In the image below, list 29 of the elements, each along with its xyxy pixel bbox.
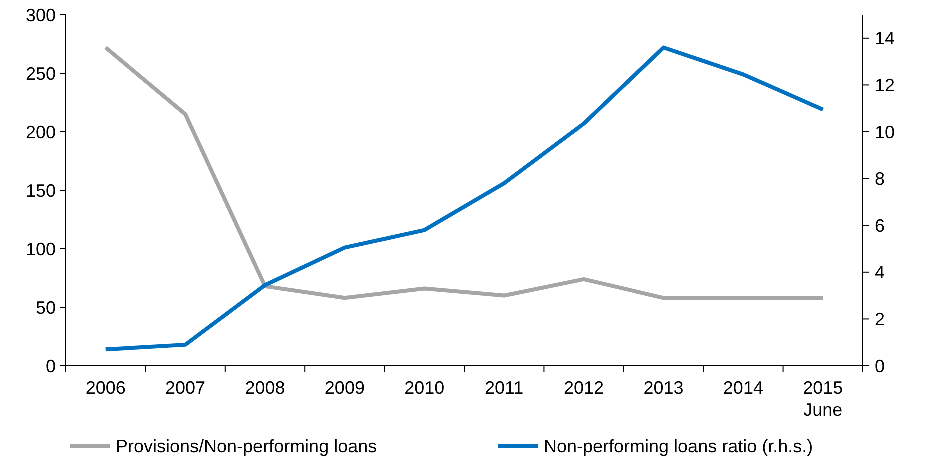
line-series: [104, 46, 826, 352]
y-tick-label: 50: [36, 298, 56, 318]
x-tick-label: 2015 June: [803, 378, 844, 420]
x-tick-label: 2009: [324, 378, 365, 398]
y2-tick-label: 2: [875, 310, 886, 330]
x-tick-label: 2011: [484, 378, 524, 398]
y2-tick-label: 4: [875, 262, 886, 283]
x-tick-label: 2010: [404, 378, 445, 398]
line-series: [104, 46, 826, 300]
x-tick-label: 2012: [564, 378, 604, 398]
x-tick-label: 2006: [86, 378, 126, 398]
y2-tick-label: 6: [875, 216, 886, 236]
x-tick-label: 2013: [644, 378, 684, 398]
y-tick-label: 200: [26, 122, 56, 142]
y-tick-label: 0: [46, 356, 56, 376]
y-tick-label: 250: [26, 64, 56, 84]
x-tick-label: 2007: [166, 378, 206, 398]
y-tick-label: 100: [26, 239, 56, 260]
y-tick-label: 150: [26, 180, 56, 201]
y2-tick-label: 10: [875, 122, 896, 142]
legend-label: Non-performing loans ratio (r.h.s.): [544, 436, 814, 456]
y2-tick-label: 8: [875, 169, 886, 190]
y-tick-label: 300: [26, 5, 56, 26]
legend-label: Provisions/Non-performing loans: [116, 436, 378, 456]
x-tick-label: 2014: [723, 378, 764, 398]
y2-tick-label: 0: [875, 356, 886, 376]
y2-tick-label: 14: [875, 28, 896, 49]
y2-tick-label: 12: [875, 76, 896, 96]
x-tick-label: 2008: [245, 378, 286, 398]
